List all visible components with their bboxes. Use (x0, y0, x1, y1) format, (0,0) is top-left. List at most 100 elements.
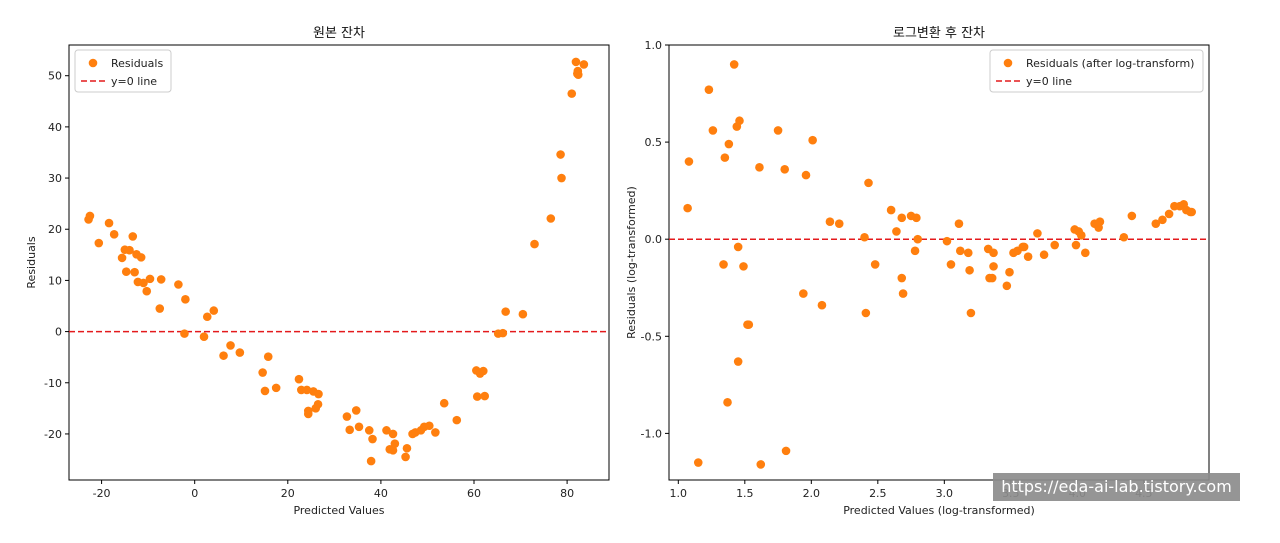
x-axis-label: Predicted Values (log-transformed) (843, 504, 1035, 517)
data-point (425, 421, 434, 431)
data-point (1164, 209, 1174, 219)
x-axis-label: Predicted Values (293, 504, 384, 517)
data-point (302, 385, 312, 395)
data-point (693, 458, 703, 467)
data-point (1158, 215, 1167, 225)
x-tick-label: 20 (281, 487, 295, 500)
data-point (401, 452, 410, 462)
data-point (313, 399, 323, 409)
data-point (708, 126, 718, 135)
y-tick-label: 40 (48, 121, 62, 134)
data-point (704, 85, 714, 94)
data-point (1005, 267, 1014, 277)
data-point (518, 309, 528, 319)
data-point (720, 153, 730, 162)
y-tick-label: 0.5 (645, 136, 663, 149)
data-point (342, 412, 352, 421)
y-axis-label: Residuals (25, 236, 38, 288)
data-point (1095, 217, 1105, 227)
data-point (85, 211, 95, 221)
data-point (439, 398, 449, 408)
data-point (263, 352, 273, 361)
data-point (557, 173, 566, 183)
x-tick-label: 60 (467, 487, 481, 500)
data-point (314, 389, 323, 399)
data-point (567, 89, 577, 98)
data-point (199, 332, 209, 342)
x-tick-label: 1.0 (670, 487, 688, 500)
data-point (897, 213, 907, 223)
data-point (1077, 231, 1086, 240)
data-point (128, 232, 138, 241)
plot-frame (668, 44, 1210, 481)
data-point (683, 203, 692, 213)
legend: Residuals y=0 line (74, 49, 172, 93)
data-point (174, 280, 183, 289)
y-tick-label: 0 (55, 326, 62, 339)
data-point (1033, 229, 1042, 238)
y-tick-label: -20 (44, 428, 62, 441)
data-point (729, 60, 739, 69)
data-point (955, 246, 965, 256)
y-axis-label: Residuals (log-transformed) (625, 186, 638, 339)
legend-marker-points (1003, 58, 1013, 68)
legend-label-points: Residuals (after log-transform) (1026, 57, 1194, 70)
data-point (913, 234, 923, 244)
data-point (219, 351, 228, 360)
data-point (773, 126, 783, 135)
data-point (861, 308, 871, 318)
watermark-url: https://eda-ai-lab.tistory.com (993, 473, 1240, 501)
data-point (963, 248, 973, 258)
legend-label-line: y=0 line (1026, 75, 1072, 88)
data-point (1039, 250, 1049, 260)
data-point (946, 260, 956, 269)
data-point (724, 139, 734, 149)
y-tick-label: 30 (48, 172, 62, 185)
residual-plot-original: -20 0 20 40 60 80 -20 -10 0 10 20 30 40 50 원본 잔차 Predic… (25, 26, 610, 517)
data-point (498, 328, 508, 338)
residual-plot-log-transformed: 1.01.52.02.53.03.54.04.5-1.0-0.50.00.51.… (625, 26, 1210, 517)
data-point (1187, 207, 1197, 217)
data-point (954, 219, 964, 228)
data-point (756, 460, 766, 469)
chart-title: 원본 잔차 (313, 26, 365, 41)
x-tick-label: 1.5 (736, 487, 754, 500)
y-tick-label: -0.5 (641, 330, 662, 343)
data-point (733, 357, 743, 366)
data-point (368, 434, 377, 444)
data-point (942, 236, 952, 246)
data-point (402, 443, 412, 453)
data-point (817, 300, 827, 310)
data-point (898, 289, 908, 298)
data-point (825, 217, 835, 227)
data-point (912, 213, 921, 223)
data-point (354, 422, 364, 432)
data-point (987, 273, 997, 283)
x-tick-label: 2.5 (869, 487, 887, 500)
data-point (1119, 232, 1129, 242)
data-point (864, 178, 873, 188)
data-point (145, 274, 155, 284)
y-tick-label: 50 (48, 70, 62, 83)
data-point (1071, 240, 1081, 250)
legend-box (989, 49, 1204, 93)
data-point (989, 248, 998, 258)
data-point (989, 262, 998, 271)
data-point (390, 439, 400, 448)
data-point (684, 157, 694, 166)
x-tick-label: 2.0 (803, 487, 821, 500)
data-point (579, 60, 589, 69)
data-point (799, 289, 808, 298)
data-point (1050, 240, 1060, 250)
data-point (226, 341, 235, 350)
data-point (180, 329, 189, 338)
data-point (780, 164, 790, 174)
data-point (431, 428, 440, 437)
data-point (719, 260, 728, 269)
data-point (156, 275, 166, 284)
data-point (723, 398, 732, 407)
y-tick-label: 10 (48, 274, 62, 287)
data-point (388, 429, 398, 439)
legend: Residuals (after log-transform) y=0 line (989, 49, 1204, 93)
x-tick-label: 40 (374, 487, 388, 500)
